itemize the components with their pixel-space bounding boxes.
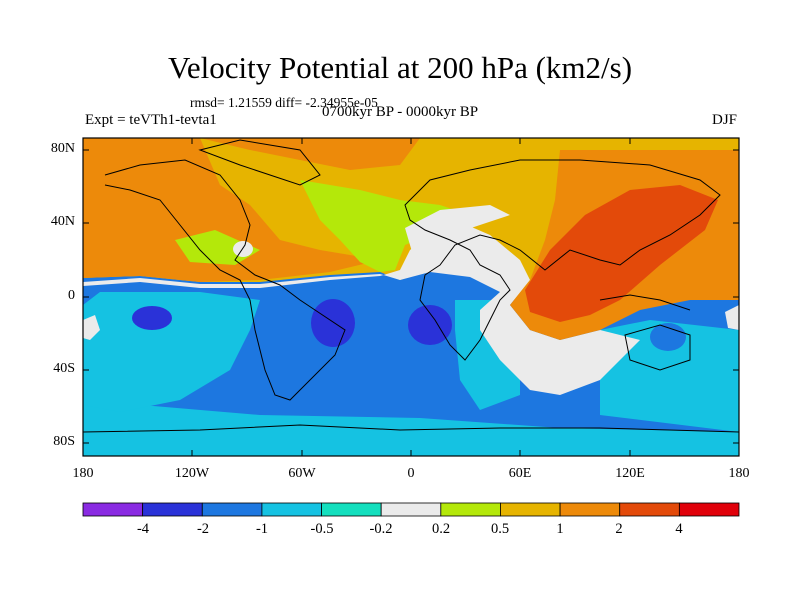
colorbar-label-9: 2 (615, 521, 623, 537)
colorbar-swatch-8 (500, 502, 561, 517)
colorbar-label-7: 0.5 (490, 521, 510, 537)
colorbar-label-6: 0.2 (431, 521, 451, 537)
field-pacific-south (83, 292, 260, 412)
experiment-label: Expt = teVTh1-tevta1 (85, 112, 217, 128)
coast-antarctica (83, 424, 739, 433)
lon-label-120w: 120W (174, 466, 210, 481)
lat-label-40n: 40N (50, 214, 75, 229)
field-zero-band (83, 222, 640, 395)
colorbar-swatch-6 (380, 502, 442, 517)
season-label: DJF (712, 112, 738, 128)
field-south-band (83, 400, 739, 456)
colorbar-label-1: -4 (136, 521, 150, 537)
field-min-australia (650, 323, 686, 351)
lon-label-0: 0 (407, 466, 415, 481)
colorbar-swatch-2 (142, 502, 203, 517)
field-min-pacific (132, 306, 172, 330)
field-min-brazil (311, 299, 355, 347)
colorbar-swatch-3 (201, 502, 263, 517)
colorbar-swatch-5 (321, 502, 382, 517)
lat-label-80s: 80S (53, 434, 75, 449)
colorbar-label-2: -2 (196, 521, 210, 537)
field-zero-gulf (233, 241, 253, 257)
coastlines (83, 139, 739, 433)
lon-label-120e: 120E (615, 466, 645, 481)
colorbar-swatch-9 (559, 502, 621, 517)
colorbar-label-4: -0.5 (310, 521, 334, 537)
coast-eurasia-africa (404, 159, 721, 361)
coast-indonesia (599, 294, 691, 311)
field-zero-west (83, 315, 100, 340)
colorbar-swatch-1 (82, 502, 144, 517)
field-zero-mideast (405, 205, 510, 262)
colorbar-swatch-7 (440, 502, 501, 517)
contour-fields (83, 138, 739, 456)
field-max-asia (525, 185, 718, 322)
colorbar-swatch-4 (261, 502, 322, 517)
colorbar-label-10: 4 (675, 521, 683, 537)
field-orange-americas (83, 138, 380, 282)
field-zero-east (725, 305, 739, 330)
colorbar-swatch-11 (678, 502, 740, 517)
colorbar-label-8: 1 (556, 521, 564, 537)
lon-label-60e: 60E (508, 466, 532, 481)
colorbar-label-5: -0.2 (369, 521, 393, 537)
lon-label-180e: 180 (728, 466, 750, 481)
field-green-gulf (175, 230, 260, 265)
lon-label-60w: 60W (288, 466, 316, 481)
coast-australia (624, 324, 691, 371)
coast-americas (104, 159, 346, 401)
period-label: 0700kyr BP - 0000kyr BP (322, 104, 479, 120)
coast-greenland-arctic (198, 139, 321, 186)
field-green-atlantic (300, 180, 470, 272)
field-orange-arctic (200, 138, 420, 170)
axis-ticks (83, 138, 739, 456)
stats-text: rmsd= 1.21559 diff= -2.34955e-05 (190, 95, 378, 110)
lat-label-40s: 40S (53, 361, 75, 376)
lat-label-0: 0 (68, 288, 75, 303)
colorbar-label-3: -1 (255, 521, 269, 537)
field-min-atlantic (408, 305, 452, 345)
field-indian-south (600, 320, 739, 432)
lat-label-80n: 80N (50, 141, 75, 156)
colorbar (82, 502, 740, 517)
map-title: Velocity Potential at 200 hPa (km2/s) (167, 50, 633, 85)
lon-label-180w: 180 (72, 466, 94, 481)
colorbar-swatch-10 (619, 502, 680, 517)
